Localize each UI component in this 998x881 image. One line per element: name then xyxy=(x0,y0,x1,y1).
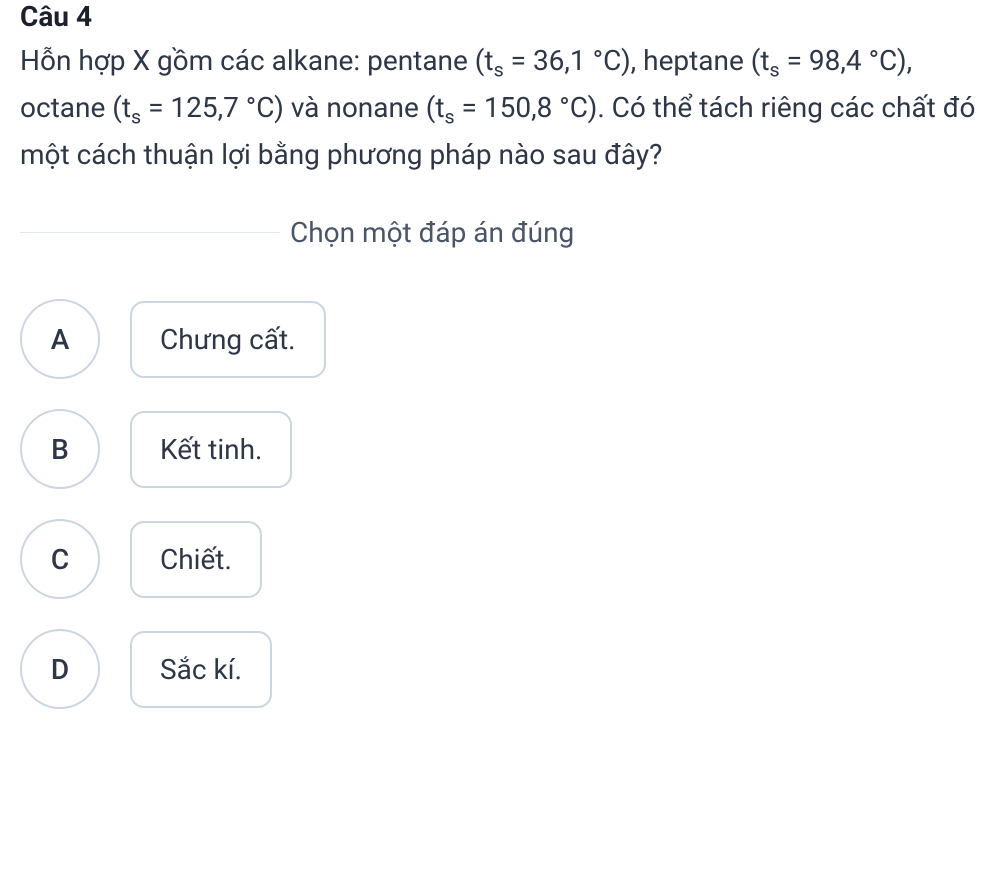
option-a-radio[interactable]: A xyxy=(20,299,100,379)
option-row: B Kết tinh. xyxy=(20,409,978,489)
option-row: A Chưng cất. xyxy=(20,299,978,379)
option-d-radio[interactable]: D xyxy=(20,629,100,709)
option-c-radio[interactable]: C xyxy=(20,519,100,599)
options-list: A Chưng cất. B Kết tinh. C Chiết. D Sắc … xyxy=(20,299,978,709)
option-row: D Sắc kí. xyxy=(20,629,978,709)
divider-line xyxy=(20,232,280,233)
option-c-text[interactable]: Chiết. xyxy=(130,521,262,598)
question-text: Hỗn hợp X gồm các alkane: pentane (ts = … xyxy=(20,39,978,176)
option-row: C Chiết. xyxy=(20,519,978,599)
instruction-text: Chọn một đáp án đúng xyxy=(280,216,978,249)
instruction-row: Chọn một đáp án đúng xyxy=(20,216,978,249)
option-d-text[interactable]: Sắc kí. xyxy=(130,631,272,708)
question-number: Câu 4 xyxy=(20,0,978,33)
option-b-radio[interactable]: B xyxy=(20,409,100,489)
option-a-text[interactable]: Chưng cất. xyxy=(130,301,326,378)
option-b-text[interactable]: Kết tinh. xyxy=(130,411,292,488)
